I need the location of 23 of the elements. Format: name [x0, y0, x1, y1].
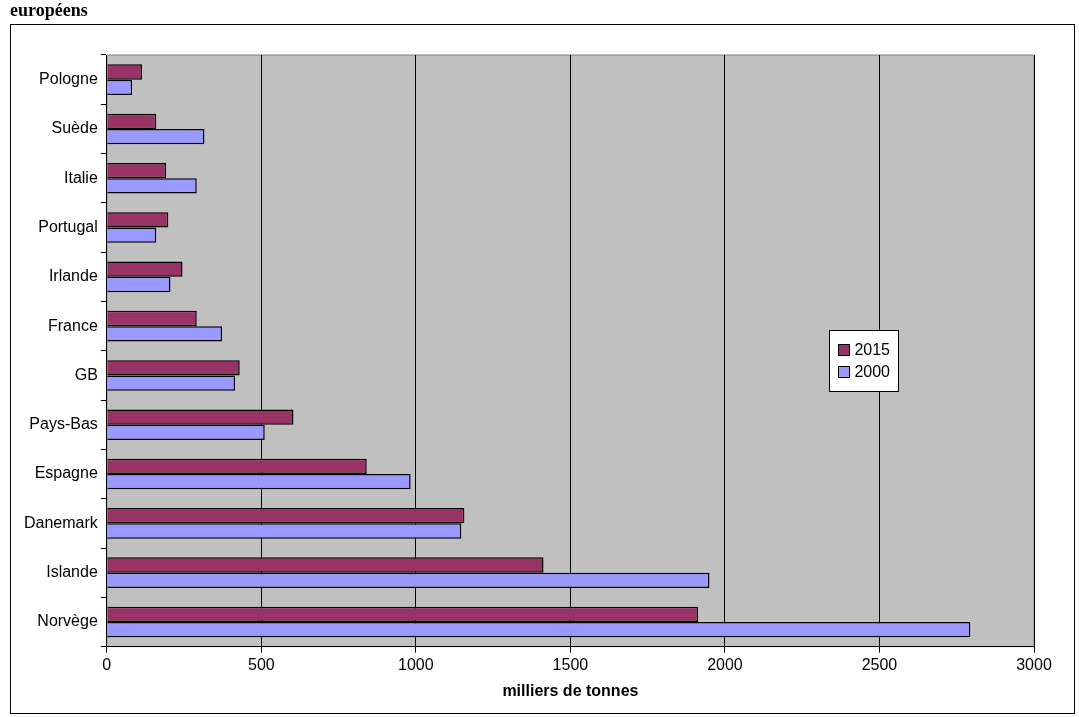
- x-axis-title: milliers de tonnes: [502, 681, 639, 699]
- y-tick-label: Norvège: [37, 612, 98, 630]
- y-tick-label: Pologne: [39, 70, 98, 88]
- legend-label: 2000: [854, 363, 890, 381]
- x-tick-label: 0: [102, 655, 112, 673]
- y-tick-label: France: [48, 316, 98, 334]
- x-tick-label: 500: [247, 655, 275, 673]
- x-tick-label: 2000: [707, 655, 743, 673]
- legend-label: 2015: [854, 341, 890, 359]
- y-tick-label: Espagne: [34, 464, 98, 482]
- y-tick-label: Portugal: [38, 217, 98, 235]
- x-tick-label: 3000: [1016, 655, 1052, 673]
- y-tick-label: Irlande: [48, 267, 98, 285]
- y-tick-label: Islande: [46, 563, 98, 581]
- x-tick-label: 2500: [861, 655, 898, 673]
- y-tick-label: Pays-Bas: [29, 415, 98, 433]
- y-tick-label: GB: [74, 365, 98, 383]
- y-tick-label: Suède: [51, 119, 98, 137]
- y-tick-label: Italie: [64, 168, 98, 186]
- y-tick-label: Danemark: [23, 513, 99, 531]
- chart-title: européens: [10, 0, 88, 21]
- x-tick-label: 1500: [552, 655, 589, 673]
- x-tick-label: 1000: [398, 655, 434, 673]
